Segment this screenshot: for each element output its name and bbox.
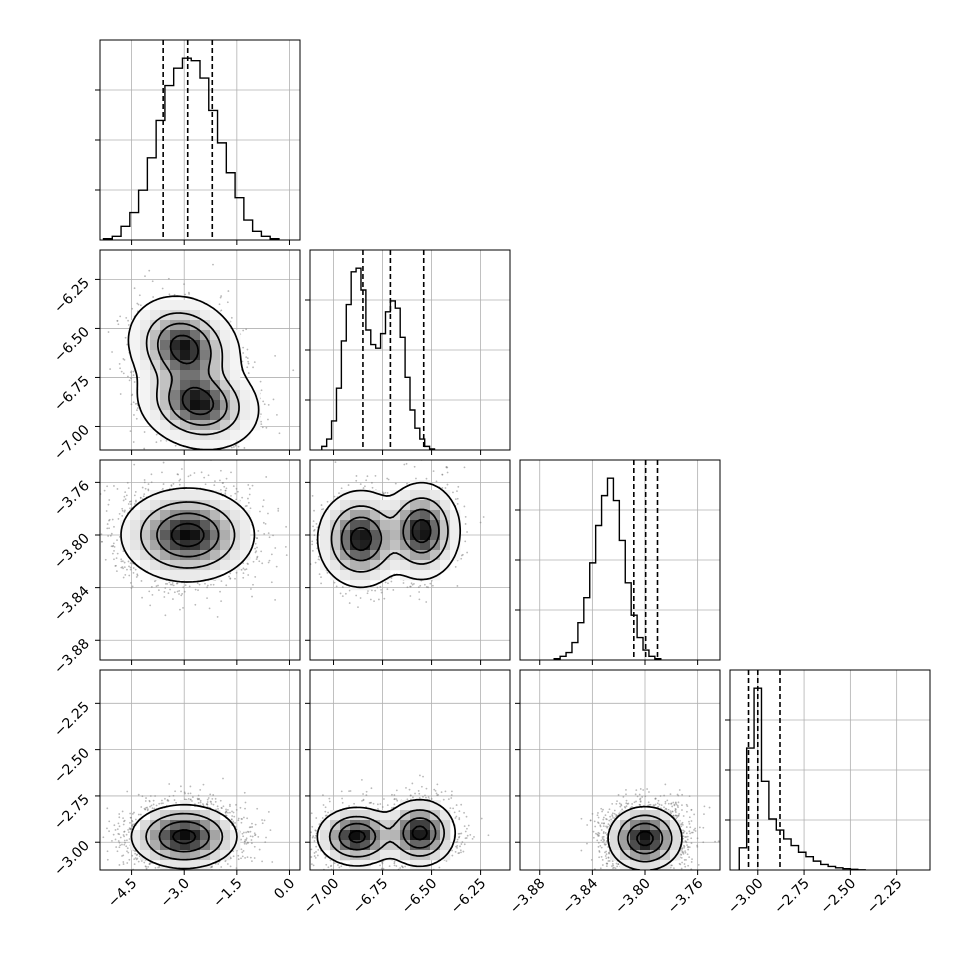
panel-content xyxy=(520,670,720,870)
contour-line xyxy=(140,501,236,569)
y-tick-label: −2.75 xyxy=(51,791,93,833)
x-tick-label: −3.0 xyxy=(158,876,193,911)
contour-line xyxy=(607,805,683,870)
pair-panel-0-2: −3.88 −3.84 −3.80 −3.76 xyxy=(51,459,301,678)
contour-line xyxy=(350,518,432,552)
contour-line xyxy=(145,312,240,436)
x-tick-label: −3.76 xyxy=(665,875,707,917)
contour-line xyxy=(120,487,256,583)
y-tick-label: −2.25 xyxy=(51,699,93,741)
contour-line xyxy=(348,825,428,844)
y-tick-label: −3.80 xyxy=(51,531,93,573)
density-cells xyxy=(130,300,261,450)
contour-line xyxy=(338,817,437,851)
y-tick-label: −3.00 xyxy=(51,838,93,880)
y-tick-label: −3.88 xyxy=(51,636,93,678)
x-tick-label: −3.80 xyxy=(612,876,654,918)
contour-line xyxy=(156,512,220,558)
histogram-step xyxy=(102,57,280,240)
contour-line xyxy=(145,812,224,861)
contour-line xyxy=(158,820,210,853)
x-tick-label: −6.75 xyxy=(350,876,392,918)
panel-content xyxy=(100,250,300,450)
panel-content xyxy=(310,670,510,870)
y-tick-label: −6.25 xyxy=(51,275,93,317)
panel-content xyxy=(100,460,300,660)
x-tick-label: −3.84 xyxy=(560,875,602,917)
pair-panel-1-3: −7.00 −6.75 −6.50 −6.25 xyxy=(301,669,511,918)
contour-line xyxy=(626,822,664,855)
y-tick-label: −6.50 xyxy=(51,324,93,366)
contour-line xyxy=(127,295,260,450)
contour-line xyxy=(617,814,673,863)
contour-line xyxy=(172,829,197,845)
contour-line xyxy=(316,798,457,868)
y-tick-label: −3.76 xyxy=(51,478,93,520)
contour-line xyxy=(340,508,440,562)
panel-frame xyxy=(99,669,301,871)
x-tick-label: −3.88 xyxy=(507,876,549,918)
panel-frame xyxy=(99,39,301,241)
panel-frame xyxy=(729,669,931,871)
panel-frame xyxy=(519,669,721,871)
histogram-panel-2 xyxy=(515,459,721,665)
x-tick-label: −6.50 xyxy=(399,876,441,918)
x-tick-label: −3.00 xyxy=(725,876,767,918)
y-tick-label: −3.84 xyxy=(51,583,93,625)
x-tick-label: −2.75 xyxy=(771,876,813,918)
histogram-step xyxy=(553,477,662,660)
histogram-panel-1 xyxy=(305,249,511,455)
x-tick-label: −2.50 xyxy=(818,876,860,918)
panel-frame xyxy=(519,459,721,661)
x-tick-label: −1.5 xyxy=(210,876,245,911)
panel-frame xyxy=(309,249,511,451)
panel-frame xyxy=(99,459,301,661)
contour-line xyxy=(130,803,238,870)
x-tick-label: 0.0 xyxy=(271,876,298,903)
y-tick-label: −2.50 xyxy=(51,745,93,787)
panel-frame xyxy=(309,669,511,871)
pair-panel-1-2 xyxy=(305,459,511,665)
contour-line xyxy=(316,481,462,589)
contour-line xyxy=(636,830,654,847)
contour-line xyxy=(330,497,449,573)
pair-panel-2-3: −3.88 −3.84 −3.80 −3.76 xyxy=(507,669,721,918)
x-tick-label: −7.00 xyxy=(301,876,343,918)
x-tick-label: −2.25 xyxy=(864,876,906,918)
panel-content xyxy=(100,670,300,870)
y-tick-label: −7.00 xyxy=(51,422,93,464)
y-tick-label: −6.75 xyxy=(51,373,93,415)
contour-line xyxy=(328,809,446,858)
histogram-step xyxy=(738,687,866,871)
histogram-panel-3: −3.00 −2.75 −2.50 −2.25 xyxy=(725,669,931,918)
pair-panel-0-3: −4.5 −3.0 −1.5 0.0 −3.00 −2.75−2.50−2.25 xyxy=(51,669,301,911)
pair-panel-0-1: −7.00 −6.75 −6.50 −6.25 xyxy=(51,249,301,464)
contour-line xyxy=(156,322,228,426)
x-tick-label: −6.25 xyxy=(448,876,490,918)
x-tick-label: −4.5 xyxy=(105,876,140,911)
histogram-step xyxy=(321,267,436,450)
contour-line xyxy=(169,334,215,416)
contour-line xyxy=(170,522,205,548)
panel-frame xyxy=(309,459,511,661)
histogram-panel-0 xyxy=(95,39,301,245)
panel-content xyxy=(310,460,510,660)
panel-frame xyxy=(99,249,301,451)
